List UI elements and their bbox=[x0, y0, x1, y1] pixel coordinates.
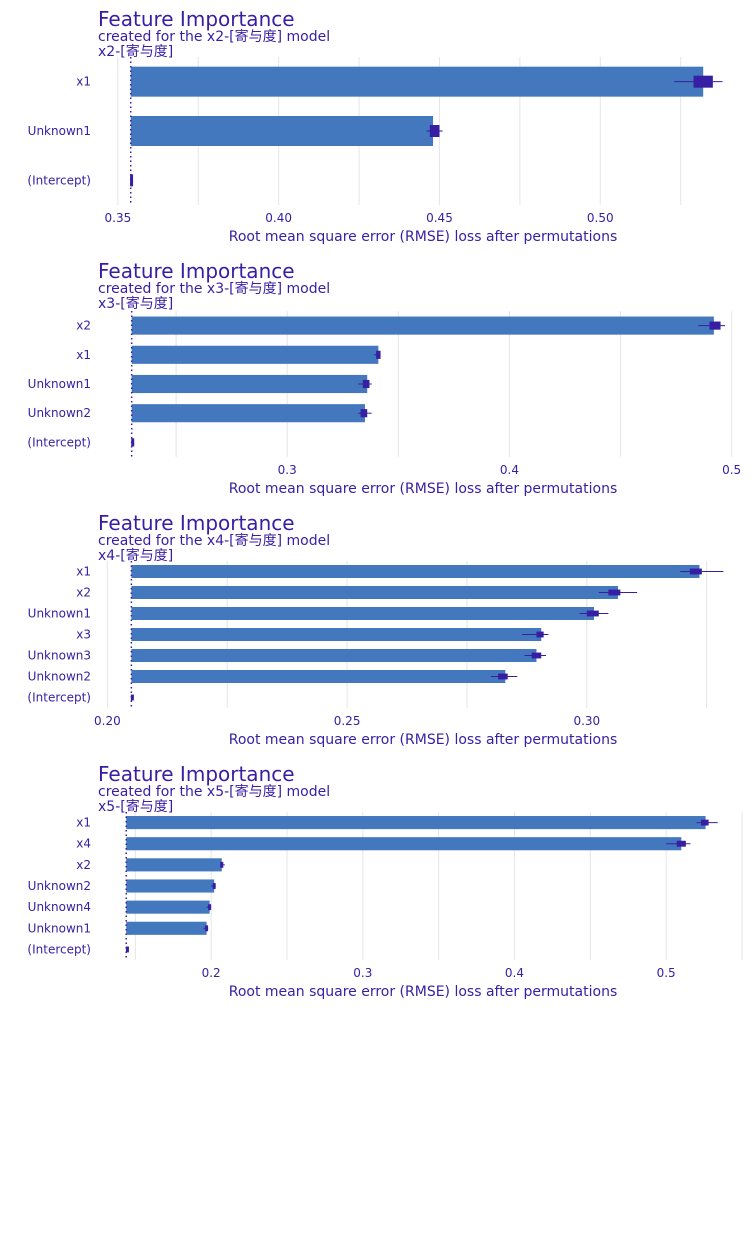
feature-label: (Intercept) bbox=[27, 435, 91, 449]
feature-label: x4 bbox=[76, 837, 91, 851]
feature-label: Unknown1 bbox=[28, 921, 91, 935]
importance-bar bbox=[126, 837, 682, 851]
feature-label: Unknown1 bbox=[28, 607, 91, 621]
feature-label: Unknown1 bbox=[28, 124, 91, 138]
boxplot-box bbox=[689, 568, 702, 575]
boxplot-box bbox=[531, 652, 542, 659]
x-tick-label: 0.20 bbox=[94, 714, 121, 728]
feature-label: Unknown2 bbox=[28, 670, 91, 684]
x-axis-label: Root mean square error (RMSE) loss after… bbox=[229, 732, 618, 748]
importance-bar bbox=[130, 66, 704, 97]
x-tick-label: 0.2 bbox=[202, 966, 221, 980]
importance-bar bbox=[131, 627, 542, 642]
importance-bar bbox=[126, 921, 207, 935]
importance-bar bbox=[131, 648, 537, 663]
boxplot-box bbox=[130, 694, 134, 701]
boxplot-box bbox=[498, 673, 508, 680]
importance-bar bbox=[131, 585, 618, 600]
feature-label: (Intercept) bbox=[27, 691, 91, 705]
x-tick-label: 0.50 bbox=[587, 211, 614, 225]
boxplot-box bbox=[701, 819, 709, 826]
boxplot-box bbox=[536, 631, 544, 638]
x-tick-label: 0.5 bbox=[657, 966, 676, 980]
feature-label: x1 bbox=[76, 565, 91, 579]
boxplot-box bbox=[676, 840, 686, 847]
feature-label: Unknown4 bbox=[28, 900, 91, 914]
chart-subtitle: created for the x2-[寄与度] model bbox=[98, 28, 330, 45]
feature-label: Unknown1 bbox=[28, 377, 91, 391]
chart-title: Feature Importance bbox=[98, 259, 295, 283]
x-axis-label: Root mean square error (RMSE) loss after… bbox=[229, 229, 618, 245]
chart-subtitle: created for the x4-[寄与度] model bbox=[98, 532, 330, 549]
chart-subtitle: created for the x3-[寄与度] model bbox=[98, 280, 330, 297]
boxplot-box bbox=[709, 321, 721, 330]
feature-label: x2 bbox=[76, 319, 91, 333]
importance-bar bbox=[131, 404, 365, 423]
x-tick-label: 0.4 bbox=[500, 463, 519, 477]
importance-bar bbox=[126, 858, 222, 872]
feature-label: Unknown2 bbox=[28, 879, 91, 893]
x-axis-label: Root mean square error (RMSE) loss after… bbox=[229, 481, 618, 497]
chart-title: Feature Importance bbox=[98, 511, 295, 535]
importance-bar bbox=[131, 606, 594, 621]
boxplot-box bbox=[693, 75, 713, 88]
feature-label: x1 bbox=[76, 816, 91, 830]
importance-bar bbox=[131, 374, 368, 394]
importance-bar bbox=[126, 816, 706, 830]
panel-label: x3-[寄与度] bbox=[98, 295, 173, 312]
feature-label: Unknown2 bbox=[28, 406, 91, 420]
boxplot-box bbox=[212, 883, 216, 889]
chart-title: Feature Importance bbox=[98, 762, 295, 786]
boxplot-box bbox=[360, 409, 368, 418]
boxplot-box bbox=[131, 438, 135, 447]
x-tick-label: 0.45 bbox=[426, 211, 453, 225]
boxplot-box bbox=[362, 379, 370, 389]
feature-label: Unknown3 bbox=[28, 649, 91, 663]
chart-title: Feature Importance bbox=[98, 7, 295, 31]
x-tick-label: 0.35 bbox=[105, 211, 132, 225]
x-tick-label: 0.25 bbox=[334, 714, 361, 728]
importance-bar bbox=[126, 879, 215, 893]
x-tick-label: 0.3 bbox=[353, 966, 372, 980]
boxplot-box bbox=[208, 904, 212, 911]
importance-bar bbox=[131, 316, 714, 335]
feature-label: (Intercept) bbox=[27, 173, 91, 187]
panel-label: x4-[寄与度] bbox=[98, 547, 173, 564]
x-axis-label: Root mean square error (RMSE) loss after… bbox=[229, 984, 618, 1000]
feature-label: x1 bbox=[76, 75, 91, 89]
importance-bar bbox=[131, 564, 700, 579]
boxplot-box bbox=[125, 946, 129, 953]
boxplot-box bbox=[205, 925, 209, 932]
x-tick-label: 0.3 bbox=[278, 463, 297, 477]
feature-label: x2 bbox=[76, 586, 91, 600]
feature-label: x2 bbox=[76, 858, 91, 872]
panel-label: x5-[寄与度] bbox=[98, 798, 173, 815]
x-tick-label: 0.30 bbox=[573, 714, 600, 728]
boxplot-box bbox=[586, 610, 599, 617]
chart-subtitle: created for the x5-[寄与度] model bbox=[98, 783, 330, 800]
x-tick-label: 0.40 bbox=[265, 211, 292, 225]
panel-label: x2-[寄与度] bbox=[98, 43, 173, 60]
boxplot-box bbox=[429, 125, 440, 137]
importance-bar bbox=[131, 345, 379, 364]
importance-bar bbox=[126, 900, 210, 914]
importance-bar bbox=[131, 669, 506, 684]
boxplot-box bbox=[376, 350, 381, 359]
x-tick-label: 0.4 bbox=[505, 966, 524, 980]
feature-label: x1 bbox=[76, 348, 91, 362]
importance-bar bbox=[130, 116, 434, 146]
boxplot-box bbox=[608, 589, 621, 596]
feature-label: x3 bbox=[76, 628, 91, 642]
boxplot-box bbox=[130, 174, 134, 187]
x-tick-label: 0.5 bbox=[722, 463, 741, 477]
feature-label: (Intercept) bbox=[27, 942, 91, 956]
boxplot-box bbox=[220, 861, 224, 868]
